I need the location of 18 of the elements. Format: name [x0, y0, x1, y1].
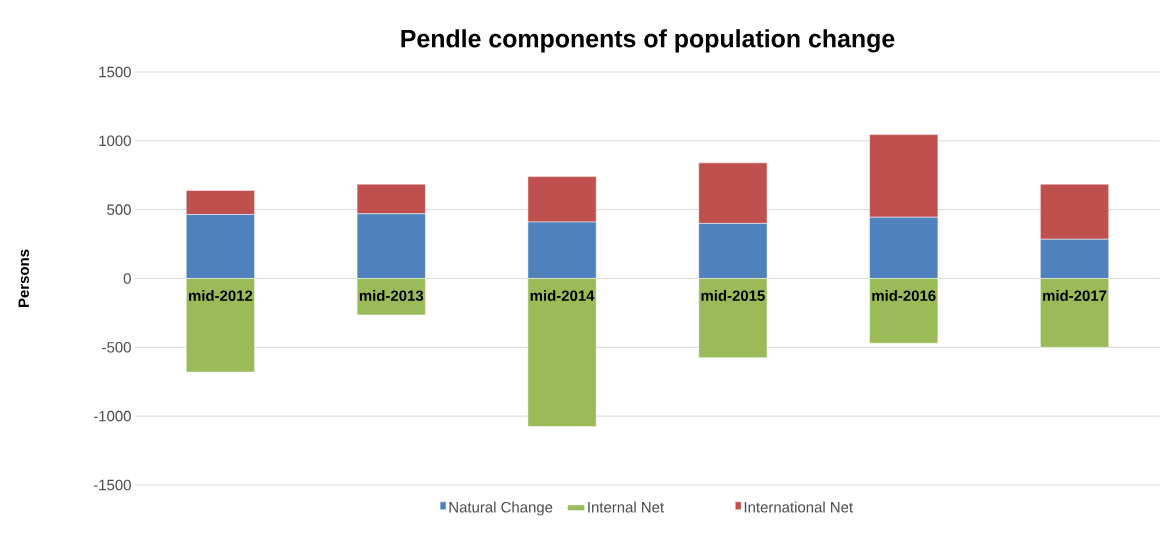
chart-title: Pendle components of population change	[401, 29, 895, 53]
x-tick-label: mid-2013	[359, 290, 424, 301]
x-tick-label: mid-2014	[530, 290, 595, 301]
x-tick-label: mid-2017	[1043, 290, 1107, 301]
y-tick-label: -1000	[93, 410, 131, 422]
y-tick-label: 500	[107, 204, 131, 215]
y-axis-title: Persons	[18, 249, 29, 307]
y-tick-label: 1500	[99, 66, 131, 78]
legend-label: Natural Change	[449, 501, 553, 516]
legend-label: Internal Net	[588, 501, 664, 513]
x-tick-label: mid-2012	[189, 290, 253, 301]
x-tick-label: mid-2016	[872, 290, 936, 301]
x-tick-label: mid-2015	[701, 290, 765, 301]
legend-label: International Net	[744, 501, 853, 513]
y-tick-label: -1500	[93, 479, 131, 491]
y-tick-label: 1000	[99, 135, 131, 147]
y-tick-label: 0	[123, 273, 131, 284]
y-tick-label: -500	[102, 342, 131, 353]
